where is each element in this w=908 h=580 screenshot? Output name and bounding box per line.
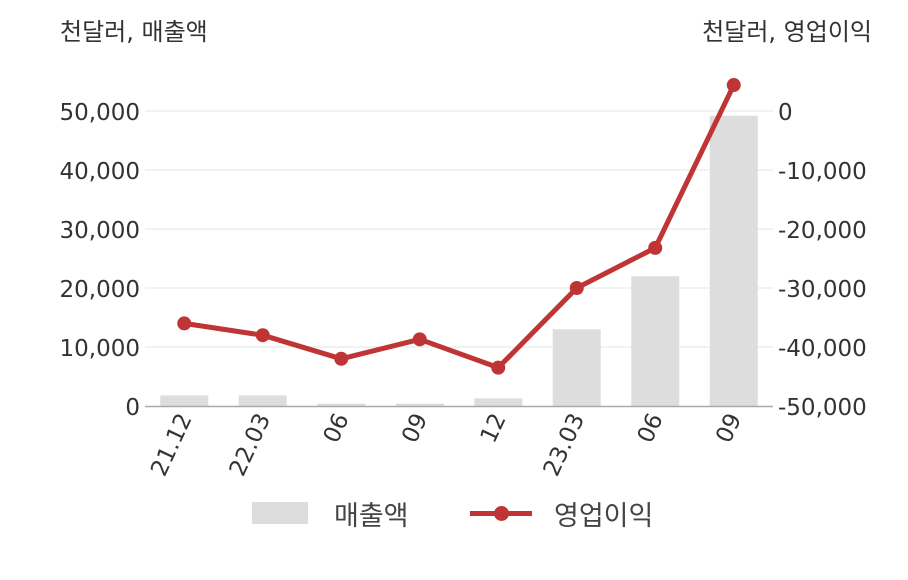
operating-profit-point: [726, 78, 741, 93]
bar: [395, 403, 444, 406]
right-axis-unit-label: 천달러, 영업이익: [702, 18, 872, 46]
left-y-tick-label: 30,000: [60, 218, 140, 244]
right-y-tick-label: -10,000: [778, 159, 867, 185]
left-y-tick-label: 20,000: [60, 277, 140, 303]
x-tick-label: 22.03: [225, 410, 276, 481]
left-y-tick-label: 0: [125, 395, 140, 421]
left-axis-unit-label: 천달러, 매출액: [60, 18, 208, 46]
operating-profit-point: [177, 316, 192, 331]
left-y-tick-label: 50,000: [60, 100, 140, 126]
legend-revenue-label: 매출액: [334, 500, 409, 532]
right-y-tick-label: -20,000: [778, 218, 867, 244]
bar: [709, 115, 758, 406]
legend-line-swatch: [470, 502, 532, 524]
operating-profit-line: [181, 82, 737, 371]
legend-item-revenue: 매출액: [252, 493, 409, 533]
legend-bar-swatch: [252, 502, 308, 524]
x-tick-label: 09: [711, 410, 747, 448]
operating-profit-point: [334, 351, 349, 366]
operating-profit-point: [491, 360, 506, 375]
bar: [474, 398, 523, 406]
operating-profit-point: [569, 281, 584, 295]
bar: [160, 395, 209, 406]
right-y-tick-label: -30,000: [778, 277, 867, 303]
legend-operating-profit-label: 영업이익: [554, 500, 654, 532]
bar: [631, 276, 680, 406]
right-y-tick-label: 0: [778, 100, 793, 126]
left-y-tick-label: 40,000: [60, 159, 140, 185]
x-tick-label: 21.12: [146, 410, 197, 481]
right-y-tick-label: -50,000: [778, 395, 867, 421]
x-tick-label: 06: [633, 410, 669, 448]
operating-profit-point: [412, 332, 427, 347]
x-tick-label: 23.03: [539, 410, 590, 481]
legend-item-operating-profit: 영업이익: [470, 493, 653, 533]
bar: [552, 329, 601, 406]
bar: [238, 395, 287, 406]
x-tick-label: 12: [476, 410, 512, 448]
x-tick-label: 09: [397, 410, 433, 448]
right-y-tick-label: -40,000: [778, 336, 867, 362]
operating-profit-point: [648, 240, 663, 255]
left-y-tick-label: 10,000: [60, 336, 140, 362]
operating-profit-point: [255, 328, 270, 343]
x-tick-label: 06: [319, 410, 355, 448]
bar: [317, 403, 366, 406]
